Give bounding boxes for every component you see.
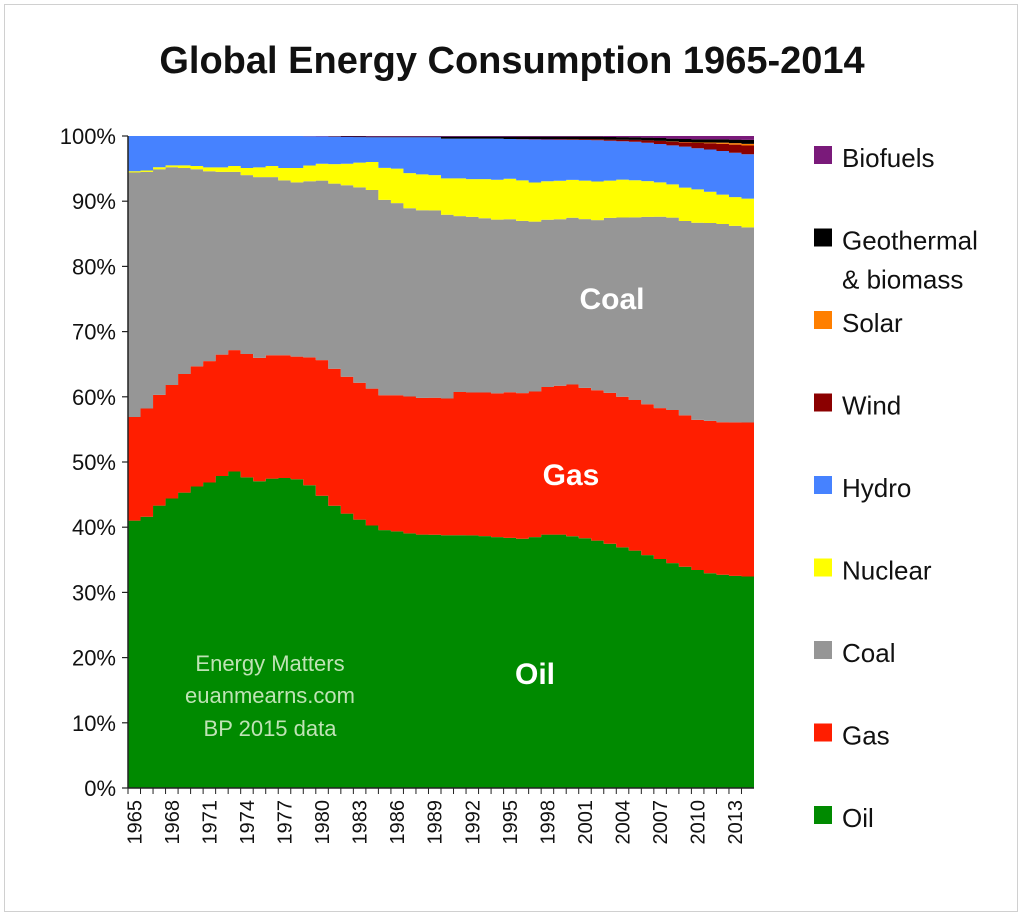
credit-line-3: BP 2015 data [204, 716, 338, 741]
legend-swatch [814, 393, 832, 412]
x-tick-label: 2001 [575, 800, 597, 845]
x-tick-labels: 1965 1968 1971 1974 1977 1980 1983 1986 1989 1992… [124, 800, 747, 845]
legend-label: Nuclear [842, 556, 932, 586]
x-tick-label: 1986 [387, 800, 409, 845]
x-tick-label: 1971 [199, 800, 221, 845]
legend-item-coal: Coal [814, 638, 895, 668]
legend-swatch [814, 723, 832, 742]
x-tick-label: 1965 [124, 800, 146, 845]
y-tick-label: 60% [72, 385, 116, 410]
legend-swatch [814, 558, 832, 577]
y-tick-label: 0% [84, 776, 116, 801]
y-tick-labels: 0% 10% 20% 30% 40% 50% 60% 70% 80% 90% 100% [60, 124, 116, 801]
legend-item-geothermal: Geothermal & biomass [814, 226, 978, 295]
area-biofuels [128, 136, 754, 140]
legend-label: Oil [842, 803, 874, 833]
area-series-group [128, 136, 754, 788]
y-tick-label: 10% [72, 711, 116, 736]
credit-line-1: Energy Matters [195, 651, 344, 676]
y-tick-label: 40% [72, 515, 116, 540]
annotation-coal: Coal [579, 283, 644, 316]
annotation-oil: Oil [515, 658, 555, 691]
credit-line-2: euanmearns.com [185, 683, 355, 708]
area-hydro [128, 136, 754, 199]
legend-label: Coal [842, 638, 895, 668]
area-geothermal [128, 136, 754, 144]
legend-label: Biofuels [842, 143, 935, 173]
legend-item-hydro: Hydro [814, 473, 911, 503]
y-tick-label: 50% [72, 450, 116, 475]
legend-swatch [814, 228, 832, 247]
legend-label: Hydro [842, 473, 911, 503]
legend-label: Geothermal & biomass [842, 226, 978, 295]
annotation-gas: Gas [543, 459, 600, 492]
x-tick-label: 2007 [650, 800, 672, 845]
axes-group [122, 135, 754, 794]
area-oil [128, 471, 754, 788]
legend-item-nuclear: Nuclear [814, 556, 932, 586]
legend-item-biofuels: Biofuels [814, 143, 935, 173]
legend-swatch [814, 476, 832, 494]
x-tick-label: 2013 [725, 800, 747, 845]
y-tick-label: 20% [72, 646, 116, 671]
x-tick-label: 1995 [500, 800, 522, 845]
legend-item-gas: Gas [814, 721, 890, 751]
y-tick-label: 30% [72, 580, 116, 605]
legend-label: Gas [842, 721, 890, 751]
legend-item-solar: Solar [814, 308, 903, 338]
x-tick-label: 1983 [350, 800, 372, 845]
legend-swatch [814, 641, 832, 659]
x-tick-label: 1974 [237, 800, 259, 845]
x-tick-label: 1968 [162, 800, 184, 845]
y-tick-label: 80% [72, 254, 116, 279]
legend-label: Wind [842, 391, 901, 421]
x-tick-label: 2004 [613, 800, 635, 845]
chart-title: Global Energy Consumption 1965-2014 [159, 40, 865, 82]
x-tick-label: 1977 [275, 800, 297, 845]
legend-item-oil: Oil [814, 803, 874, 833]
y-tick-label: 90% [72, 189, 116, 214]
x-tick-label: 1998 [537, 800, 559, 845]
legend-label: Solar [842, 308, 903, 338]
legend: Biofuels Geothermal & biomass Solar Wind Hydr… [814, 143, 978, 833]
legend-item-wind: Wind [814, 391, 901, 421]
y-tick-label: 70% [72, 320, 116, 345]
legend-swatch [814, 311, 832, 329]
x-tick-label: 1980 [312, 800, 334, 845]
y-tick-label: 100% [60, 124, 116, 149]
x-tick-label: 1992 [462, 800, 484, 845]
x-tick-label: 1989 [425, 800, 447, 845]
legend-swatch [814, 806, 832, 824]
x-tick-label: 2010 [688, 800, 710, 845]
area-nuclear [128, 161, 754, 228]
area-gas [128, 350, 754, 577]
legend-swatch [814, 146, 832, 164]
area-coal [128, 167, 754, 423]
